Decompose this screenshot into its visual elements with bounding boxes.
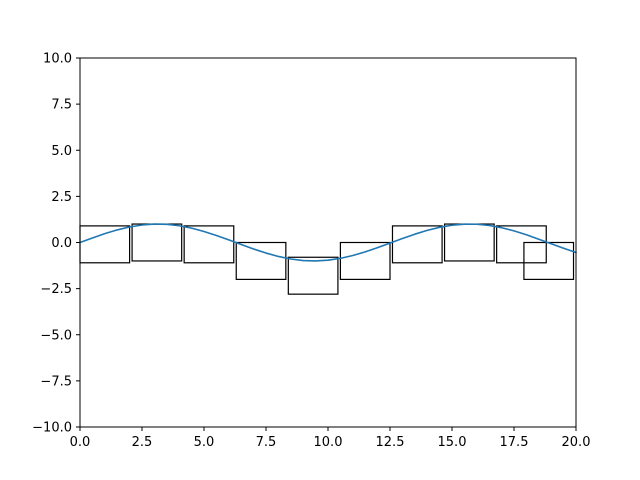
x-axis: 0.0 2.5 5.0 7.5 10.0 12.5 15.0 17.5 20.0	[70, 427, 591, 450]
rectangle-5	[339, 241, 391, 281]
x-tick-label: 2.5	[132, 435, 153, 450]
y-tick-label: 2.5	[51, 190, 72, 205]
rectangle-6	[391, 225, 443, 264]
x-tick-label: 15.0	[438, 435, 467, 450]
x-tick-label: 7.5	[256, 435, 277, 450]
rectangle-8	[496, 225, 547, 264]
series-layer	[79, 223, 577, 262]
x-tick-label: 20.0	[562, 435, 591, 450]
series-line-0	[79, 223, 577, 262]
y-axis: −10.0 −7.5 −5.0 −2.5 0.0 2.5 5.0 7.5 10.0	[32, 52, 80, 436]
x-tick-label: 0.0	[70, 435, 91, 450]
rectangle-3	[235, 241, 287, 281]
rectangle-2	[183, 225, 235, 264]
x-tick-label: 17.5	[500, 435, 529, 450]
y-tick-label: 10.0	[43, 52, 72, 67]
x-tick-label: 5.0	[194, 435, 215, 450]
y-tick-label: −5.0	[40, 328, 72, 343]
y-tick-label: −7.5	[40, 374, 72, 389]
x-tick-label: 10.0	[314, 435, 343, 450]
x-tick-label: 12.5	[376, 435, 405, 450]
rectangle-4	[287, 256, 339, 295]
y-tick-label: 7.5	[51, 98, 72, 113]
y-tick-label: −10.0	[32, 421, 72, 436]
y-tick-label: −2.5	[40, 282, 72, 297]
y-tick-label: 0.0	[51, 236, 72, 251]
y-tick-label: 5.0	[51, 144, 72, 159]
